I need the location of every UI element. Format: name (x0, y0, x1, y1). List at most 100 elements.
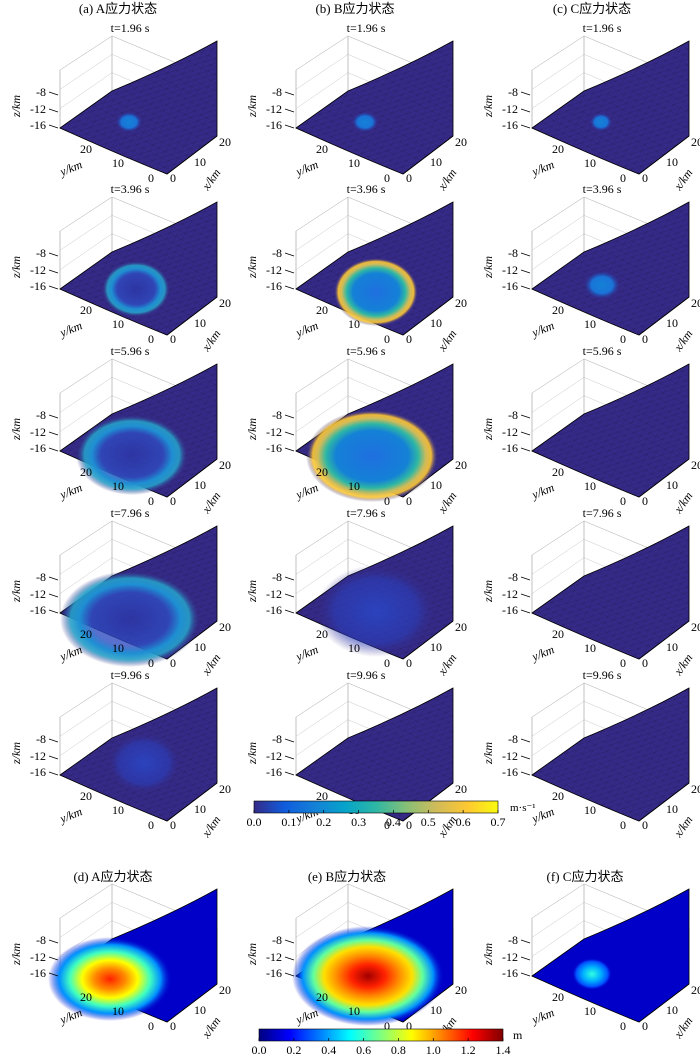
x-axis-label: x/km (434, 651, 459, 679)
y-tick: 10 (348, 317, 360, 331)
x-axis-label: x/km (198, 1014, 223, 1042)
x-tick: 20 (219, 620, 231, 634)
x-tick: 10 (194, 1003, 206, 1017)
z-tick: -16 (266, 966, 282, 980)
z-axis-label: z/km (9, 418, 23, 441)
panel-grid: t=1.96 s -8 -12 -16 z/km 20 10 0 y/km 0 10 20 x/km t=… (9, 21, 700, 1042)
z-tick: -8 (36, 732, 46, 746)
panel-0-2: -8 -12 -16 z/km 20 10 0 y/km 0 10 20 x/km (481, 35, 700, 194)
x-tick: 20 (455, 135, 467, 149)
x-tick: 10 (194, 640, 206, 654)
x-tick: 10 (666, 640, 678, 654)
z-tick: -12 (30, 749, 46, 763)
x-tick: 20 (691, 983, 700, 997)
y-tick: 10 (348, 641, 360, 655)
y-tick: 20 (80, 465, 92, 479)
z-tick: -12 (266, 263, 282, 277)
z-axis-label: z/km (481, 418, 495, 441)
x-tick: 10 (666, 155, 678, 169)
z-axis-label: z/km (481, 742, 495, 765)
z-tick: -8 (36, 408, 46, 422)
y-tick: 10 (584, 1004, 596, 1018)
y-tick: 0 (620, 818, 626, 832)
time-label: t=7.96 s (583, 506, 622, 520)
z-tick: -16 (502, 118, 518, 132)
y-tick: 10 (584, 803, 596, 817)
colorbar-tick-label: 0.2 (316, 815, 331, 829)
y-tick: 20 (80, 303, 92, 317)
surface-mesh (296, 688, 453, 821)
time-label: t=9.96 s (111, 668, 150, 682)
x-tick: 20 (219, 983, 231, 997)
z-tick: -12 (266, 425, 282, 439)
z-tick: -16 (30, 765, 46, 779)
z-tick: -8 (36, 570, 46, 584)
surface-mesh (60, 41, 217, 174)
colorbar-tick-label: 0.0 (252, 1043, 267, 1057)
rupture-patch (76, 415, 188, 495)
x-tick: 20 (455, 782, 467, 796)
x-tick: 10 (430, 1003, 442, 1017)
y-tick: 20 (80, 789, 92, 803)
x-tick: 0 (170, 171, 176, 185)
y-tick: 20 (552, 627, 564, 641)
y-axis-label: y/km (529, 157, 556, 179)
surface-mesh (532, 41, 689, 174)
x-tick: 20 (219, 782, 231, 796)
time-label: t=3.96 s (347, 182, 386, 196)
y-tick: 20 (316, 789, 328, 803)
y-tick: 20 (316, 142, 328, 156)
y-tick: 20 (552, 142, 564, 156)
panel-4-0: -8 -12 -16 z/km 20 10 0 y/km 0 10 20 x/km (9, 682, 231, 841)
z-axis-label: z/km (481, 256, 495, 279)
y-tick: 0 (384, 171, 390, 185)
y-tick: 0 (620, 494, 626, 508)
z-axis-label: z/km (481, 943, 495, 966)
colorbar-tick-label: 1.0 (426, 1043, 441, 1057)
colorbar-slip: m 0.0 0.2 0.4 0.6 0.8 1.0 1.2 1.4 (252, 1028, 524, 1057)
z-tick: -16 (502, 603, 518, 617)
x-tick: 20 (455, 458, 467, 472)
x-tick: 20 (691, 782, 700, 796)
y-axis-label: y/km (57, 157, 84, 179)
x-tick: 0 (642, 332, 648, 346)
y-tick: 10 (348, 1004, 360, 1018)
z-axis-label: z/km (245, 742, 259, 765)
x-axis-label: x/km (670, 489, 695, 517)
x-tick: 10 (430, 640, 442, 654)
y-tick: 10 (112, 479, 124, 493)
z-axis-label: z/km (245, 943, 259, 966)
y-tick: 0 (384, 1019, 390, 1033)
panel-3-1: -8 -12 -16 z/km 20 10 0 y/km 0 10 20 x/km (245, 520, 467, 679)
rupture-patch (292, 926, 444, 1026)
rupture-patch (584, 271, 620, 299)
x-tick: 10 (666, 478, 678, 492)
z-tick: -16 (30, 118, 46, 132)
x-axis-label: x/km (670, 327, 695, 355)
z-axis-label: z/km (481, 580, 495, 603)
x-tick: 0 (406, 332, 412, 346)
surface-mesh (532, 364, 689, 497)
y-tick: 20 (80, 142, 92, 156)
rupture-patch (590, 113, 612, 131)
y-axis-label: y/km (57, 318, 84, 340)
y-tick: 20 (552, 303, 564, 317)
z-tick: -12 (502, 950, 518, 964)
x-axis-label: x/km (434, 327, 459, 355)
time-label: t=7.96 s (111, 506, 150, 520)
x-axis-label: x/km (434, 166, 459, 194)
time-label: t=7.96 s (347, 506, 386, 520)
surface-mesh (532, 526, 689, 659)
panel-slip-2: -8 -12 -16 z/km 20 10 0 y/km 0 10 20 x/km (481, 883, 700, 1042)
z-tick: -12 (30, 425, 46, 439)
x-tick: 0 (170, 656, 176, 670)
y-tick: 20 (80, 627, 92, 641)
colorbar-tick-label: 0.0 (247, 815, 262, 829)
colorbar-tick-label: 0.4 (386, 815, 401, 829)
z-tick: -8 (36, 246, 46, 260)
fault-surface (531, 888, 690, 1023)
y-tick: 0 (148, 494, 154, 508)
